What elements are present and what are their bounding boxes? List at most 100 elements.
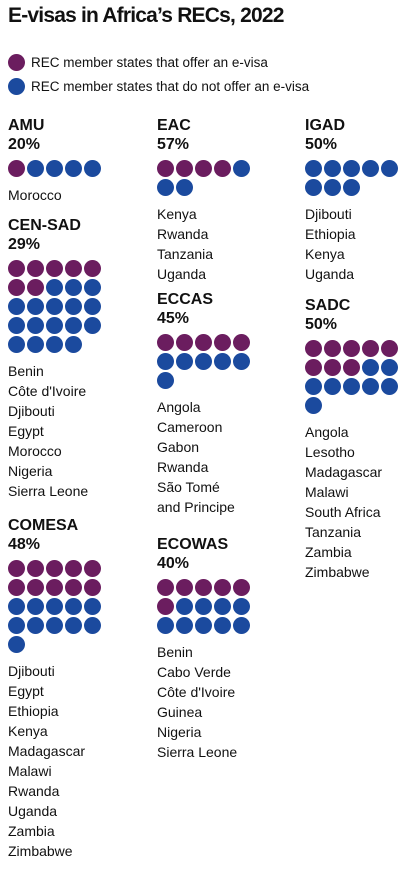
- country: Kenya: [305, 246, 345, 262]
- country: Kenya: [157, 206, 197, 222]
- no-offer-dot: [362, 160, 379, 177]
- no-offer-dot: [46, 279, 63, 296]
- country: Ethiopia: [305, 226, 356, 242]
- country: Nigeria: [157, 724, 202, 740]
- offer-dot: [195, 579, 212, 596]
- offer-dot: [8, 160, 25, 177]
- no-offer-dot: [65, 336, 82, 353]
- country: São Tomé: [157, 479, 220, 495]
- offer-dot: [157, 579, 174, 596]
- country: Guinea: [157, 704, 203, 720]
- no-offer-dot: [176, 353, 193, 370]
- country: and Principe: [157, 499, 235, 515]
- offer-dot: [324, 359, 341, 376]
- group: COMESA 48% Djibouti Egypt Ethiopia Kenya Madag…: [8, 516, 148, 861]
- no-offer-dot: [8, 298, 25, 315]
- no-offer-dot: [84, 160, 101, 177]
- group-percent: 50%: [305, 316, 338, 333]
- country: Kenya: [8, 723, 48, 739]
- no-offer-dot: [46, 617, 63, 634]
- country: Rwanda: [157, 459, 209, 475]
- offer-dot: [362, 340, 379, 357]
- no-offer-dot: [8, 336, 25, 353]
- offer-dot: [305, 340, 322, 357]
- no-offer-dot: [214, 617, 231, 634]
- offer-dot: [176, 334, 193, 351]
- no-offer-dot: [65, 317, 82, 334]
- country: Cameroon: [157, 419, 223, 435]
- dot-grid: [157, 579, 297, 634]
- offer-dot: [157, 160, 174, 177]
- no-offer-dot: [195, 353, 212, 370]
- no-offer-dot: [195, 598, 212, 615]
- country: Zimbabwe: [305, 564, 370, 580]
- no-offer-dot: [176, 617, 193, 634]
- offer-dot: [27, 279, 44, 296]
- no-offer-dot: [84, 298, 101, 315]
- legend-item: REC member states that offer an e-visa: [8, 54, 268, 71]
- dot-grid: [157, 334, 297, 389]
- dot-grid: [157, 160, 297, 196]
- no-offer-dot: [214, 598, 231, 615]
- offer-dot: [381, 340, 398, 357]
- offer-dot: [176, 160, 193, 177]
- offer-dot: [157, 334, 174, 351]
- group-name: IGAD: [305, 117, 345, 134]
- offer-dot: [233, 334, 250, 351]
- no-offer-dot: [157, 179, 174, 196]
- offer-dot: [305, 359, 322, 376]
- dot-grid: [8, 560, 148, 653]
- legend-item: REC member states that do not offer an e…: [8, 78, 309, 95]
- no-offer-dot: [176, 179, 193, 196]
- no-offer-dot: [157, 617, 174, 634]
- group: IGAD 50% Djibouti Ethiopia Kenya Uganda: [305, 116, 400, 284]
- offer-dot: [84, 560, 101, 577]
- group: ECOWAS 40% Benin Cabo Verde Côte d'Ivoire Gui…: [157, 535, 297, 762]
- no-offer-dot: [305, 179, 322, 196]
- no-offer-dot: [46, 160, 63, 177]
- offer-dot: [195, 334, 212, 351]
- no-offer-dot: [84, 317, 101, 334]
- no-offer-dot: [65, 617, 82, 634]
- offer-dot: [195, 160, 212, 177]
- country: Djibouti: [305, 206, 352, 222]
- country: Djibouti: [8, 663, 55, 679]
- country: Gabon: [157, 439, 200, 455]
- no-offer-dot: [343, 160, 360, 177]
- group-name: AMU: [8, 117, 45, 134]
- country: Sierra Leone: [157, 744, 238, 760]
- country: Malawi: [8, 763, 52, 779]
- legend-swatch: [8, 78, 25, 95]
- title: E-visas in Africa’s RECs, 2022: [8, 4, 284, 27]
- country: Zambia: [8, 823, 55, 839]
- offer-dot: [8, 560, 25, 577]
- group: AMU 20% Morocco: [8, 116, 148, 205]
- country: Uganda: [8, 803, 58, 819]
- offer-dot: [8, 279, 25, 296]
- group-percent: 40%: [157, 555, 190, 572]
- no-offer-dot: [305, 378, 322, 395]
- country: Madagascar: [305, 464, 383, 480]
- no-offer-dot: [65, 298, 82, 315]
- offer-dot: [65, 560, 82, 577]
- no-offer-dot: [46, 317, 63, 334]
- no-offer-dot: [381, 359, 398, 376]
- no-offer-dot: [324, 378, 341, 395]
- dot-grid: [8, 160, 148, 177]
- offer-dot: [8, 260, 25, 277]
- offer-dot: [27, 260, 44, 277]
- dot-grid: [305, 160, 400, 196]
- country: Morocco: [8, 187, 62, 203]
- country: Angola: [305, 424, 349, 440]
- group-name: ECCAS: [157, 291, 214, 308]
- no-offer-dot: [362, 359, 379, 376]
- no-offer-dot: [84, 598, 101, 615]
- offer-dot: [46, 560, 63, 577]
- no-offer-dot: [84, 617, 101, 634]
- no-offer-dot: [157, 372, 174, 389]
- no-offer-dot: [27, 336, 44, 353]
- offer-dot: [214, 579, 231, 596]
- no-offer-dot: [27, 298, 44, 315]
- country: Cabo Verde: [157, 664, 231, 680]
